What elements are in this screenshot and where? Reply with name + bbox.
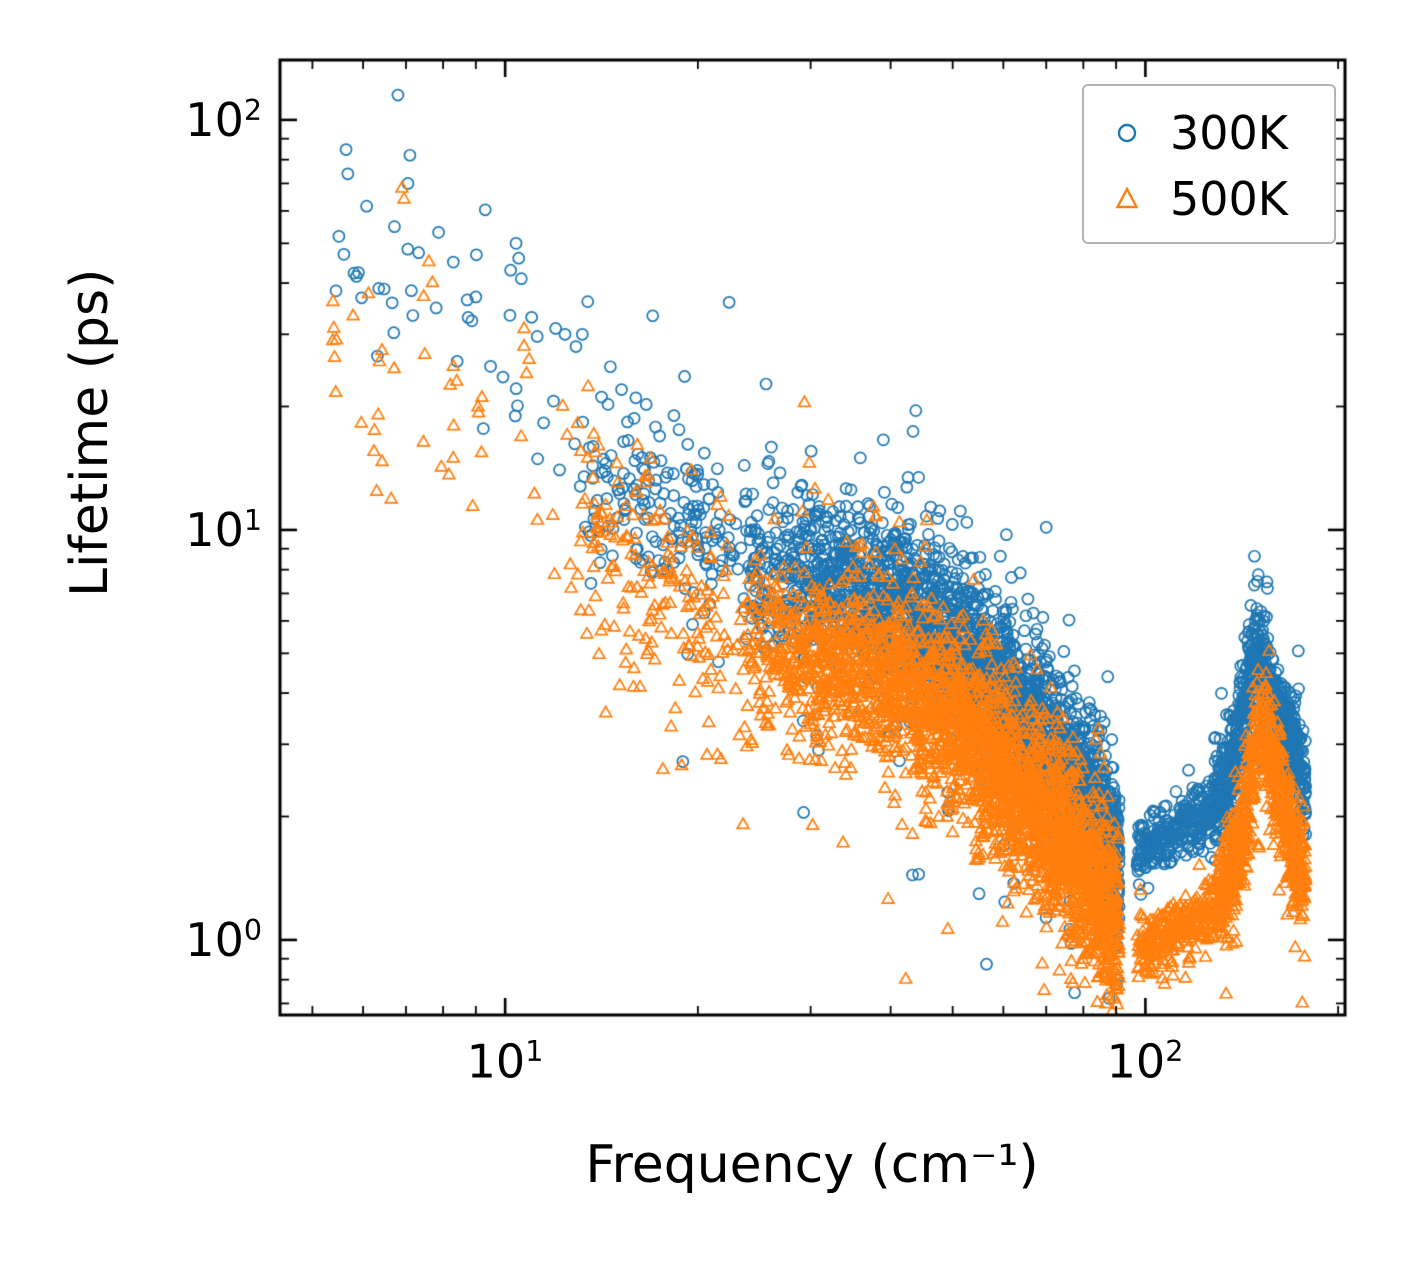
triangle-marker-icon [1115,186,1139,209]
legend-label-500k: 500K [1170,172,1288,226]
x-tick-100: 102 [1106,1034,1184,1089]
legend-entry-300k: 300K [1084,100,1334,166]
legend: 300K 500K [1082,84,1336,244]
circle-marker-icon [1117,123,1137,143]
y-tick-100: 102 [185,93,262,148]
y-axis-label: Lifetime (ps) [60,268,120,597]
legend-label-300k: 300K [1170,106,1288,160]
x-tick-10: 101 [466,1034,544,1089]
legend-entry-500k: 500K [1084,166,1334,232]
y-tick-10: 101 [185,503,262,558]
y-tick-1: 100 [185,913,262,968]
x-axis-label: Frequency (cm⁻¹) [585,1135,1039,1195]
